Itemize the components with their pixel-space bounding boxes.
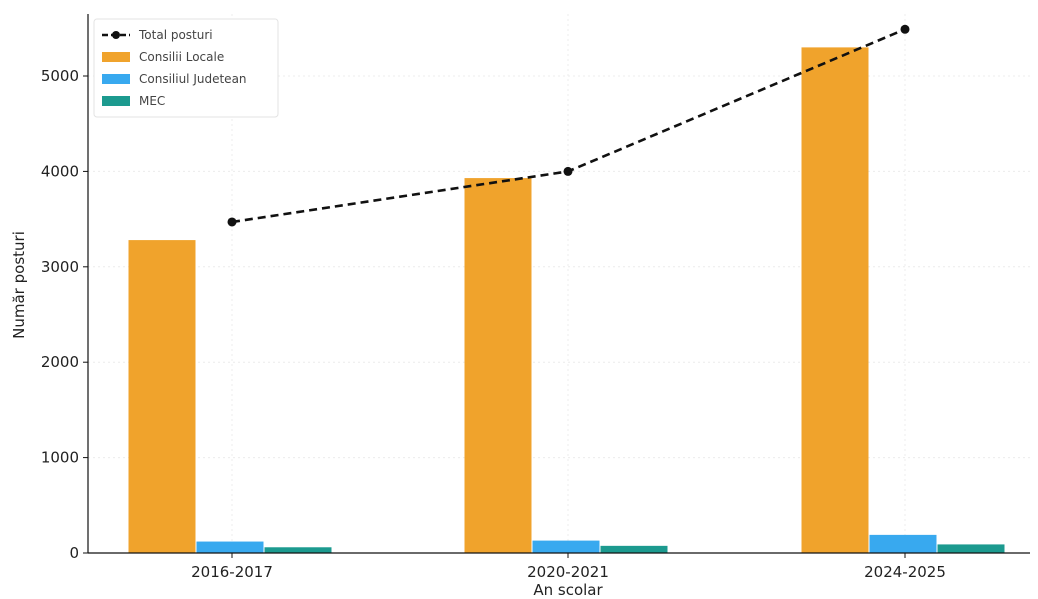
bars bbox=[128, 47, 1005, 554]
y-axis-label: Număr posturi bbox=[10, 231, 28, 339]
legend-label: Consilii Locale bbox=[139, 50, 224, 64]
legend-label: MEC bbox=[139, 94, 165, 108]
bar-mec-0 bbox=[264, 547, 332, 553]
legend-swatch-mec bbox=[102, 96, 130, 106]
legend-marker-total-posturi bbox=[112, 31, 120, 39]
y-tick-label: 3000 bbox=[41, 258, 79, 276]
axes: 0 1000 2000 3000 4000 5000 2016-2017 2020-2021 2… bbox=[10, 14, 1030, 599]
legend: Total posturi Consilii Locale Consiliul Ju… bbox=[93, 18, 279, 118]
x-tick-label: 2020-2021 bbox=[527, 563, 609, 581]
total-line bbox=[227, 24, 910, 227]
y-tick-label: 0 bbox=[69, 544, 79, 562]
bar-consiliul-judetean-0 bbox=[196, 541, 264, 553]
x-tick-label: 2024-2025 bbox=[864, 563, 946, 581]
bar-mec-1 bbox=[600, 545, 668, 553]
legend-label: Consiliul Judetean bbox=[139, 72, 247, 86]
bar-consiliul-judetean-1 bbox=[532, 540, 600, 553]
point-total-posturi-0 bbox=[227, 217, 237, 227]
bar-mec-2 bbox=[937, 544, 1005, 553]
y-tick-label: 2000 bbox=[41, 353, 79, 371]
bar-consiliul-judetean-2 bbox=[869, 534, 937, 553]
y-tick-label: 1000 bbox=[41, 449, 79, 467]
bar-consilii-locale-1 bbox=[464, 178, 532, 553]
legend-swatch-consiliul-judetean bbox=[102, 74, 130, 84]
bar-consilii-locale-0 bbox=[128, 240, 196, 553]
x-tick-label: 2016-2017 bbox=[191, 563, 273, 581]
x-axis-label: An scolar bbox=[533, 581, 603, 599]
y-tick-label: 4000 bbox=[41, 162, 79, 180]
bar-consilii-locale-2 bbox=[801, 47, 869, 554]
legend-box bbox=[93, 18, 279, 118]
point-total-posturi-2 bbox=[900, 24, 910, 34]
legend-label: Total posturi bbox=[138, 28, 213, 42]
point-total-posturi-1 bbox=[563, 166, 573, 176]
legend-swatch-consilii-locale bbox=[102, 52, 130, 62]
y-tick-label: 5000 bbox=[41, 67, 79, 85]
